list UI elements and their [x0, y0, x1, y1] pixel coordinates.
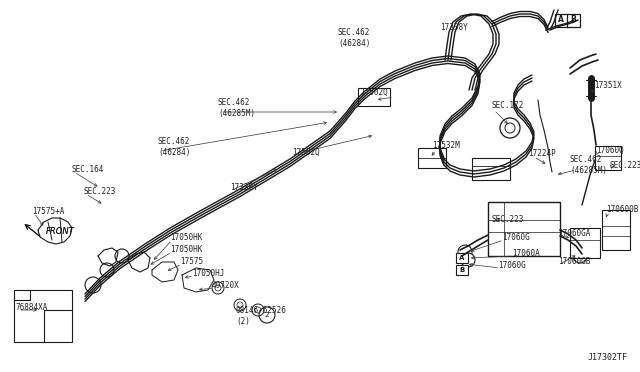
- Text: SEC.223: SEC.223: [492, 215, 524, 224]
- Text: 17351X: 17351X: [594, 80, 621, 90]
- Text: 49720X: 49720X: [212, 282, 240, 291]
- Text: 17050HK: 17050HK: [170, 246, 202, 254]
- Bar: [570, 228, 600, 258]
- FancyBboxPatch shape: [456, 265, 468, 275]
- Text: SEC.462
(46284): SEC.462 (46284): [338, 28, 371, 48]
- Text: SEC.462
(46284): SEC.462 (46284): [158, 137, 190, 157]
- Text: 17532M: 17532M: [432, 141, 460, 150]
- Text: 17060GA: 17060GA: [558, 230, 590, 238]
- Bar: [358, 88, 390, 106]
- Text: 17502Q: 17502Q: [360, 87, 388, 96]
- Bar: [602, 210, 630, 250]
- Bar: [595, 146, 621, 170]
- Text: 17060G: 17060G: [502, 234, 530, 243]
- Text: A: A: [558, 16, 564, 25]
- Text: SEC.462
(46285M): SEC.462 (46285M): [218, 98, 255, 118]
- Circle shape: [461, 253, 475, 267]
- Circle shape: [571, 241, 585, 255]
- Text: SEC.462
(46285M): SEC.462 (46285M): [570, 155, 607, 175]
- Text: SEC.172: SEC.172: [492, 102, 524, 110]
- Bar: [472, 158, 510, 180]
- Text: 17575+A: 17575+A: [32, 208, 65, 217]
- Text: 17338Y: 17338Y: [230, 183, 258, 192]
- Text: B: B: [460, 267, 465, 273]
- Bar: [14, 290, 72, 342]
- Text: 17338Y: 17338Y: [440, 23, 468, 32]
- FancyBboxPatch shape: [554, 13, 568, 26]
- Circle shape: [458, 245, 472, 259]
- Bar: [488, 202, 560, 256]
- Text: SEC.164: SEC.164: [72, 166, 104, 174]
- Circle shape: [573, 249, 587, 263]
- Text: J17302TF: J17302TF: [588, 353, 628, 362]
- Text: 17224P: 17224P: [528, 148, 556, 157]
- Text: 17060G: 17060G: [498, 262, 525, 270]
- Text: 170600B: 170600B: [606, 205, 638, 214]
- Text: FRONT: FRONT: [46, 228, 75, 237]
- Text: 76884XA: 76884XA: [16, 304, 49, 312]
- Text: 08146-62526
(2): 08146-62526 (2): [236, 306, 287, 326]
- Text: 2: 2: [265, 312, 269, 318]
- Text: SEC.223: SEC.223: [610, 160, 640, 170]
- Text: A: A: [460, 255, 465, 261]
- Text: 17502Q: 17502Q: [292, 148, 320, 157]
- Text: FRONT: FRONT: [46, 228, 75, 237]
- Text: SEC.223: SEC.223: [84, 187, 116, 196]
- FancyBboxPatch shape: [456, 253, 468, 263]
- Text: 17060A: 17060A: [512, 250, 540, 259]
- FancyBboxPatch shape: [566, 13, 579, 26]
- Text: 17050HK: 17050HK: [170, 234, 202, 243]
- Text: 17575: 17575: [180, 257, 203, 266]
- Text: 17050HJ: 17050HJ: [192, 269, 225, 279]
- Text: 17060GB: 17060GB: [558, 257, 590, 266]
- Text: B: B: [570, 16, 576, 25]
- Text: 17060Q: 17060Q: [596, 145, 624, 154]
- Bar: [418, 148, 446, 168]
